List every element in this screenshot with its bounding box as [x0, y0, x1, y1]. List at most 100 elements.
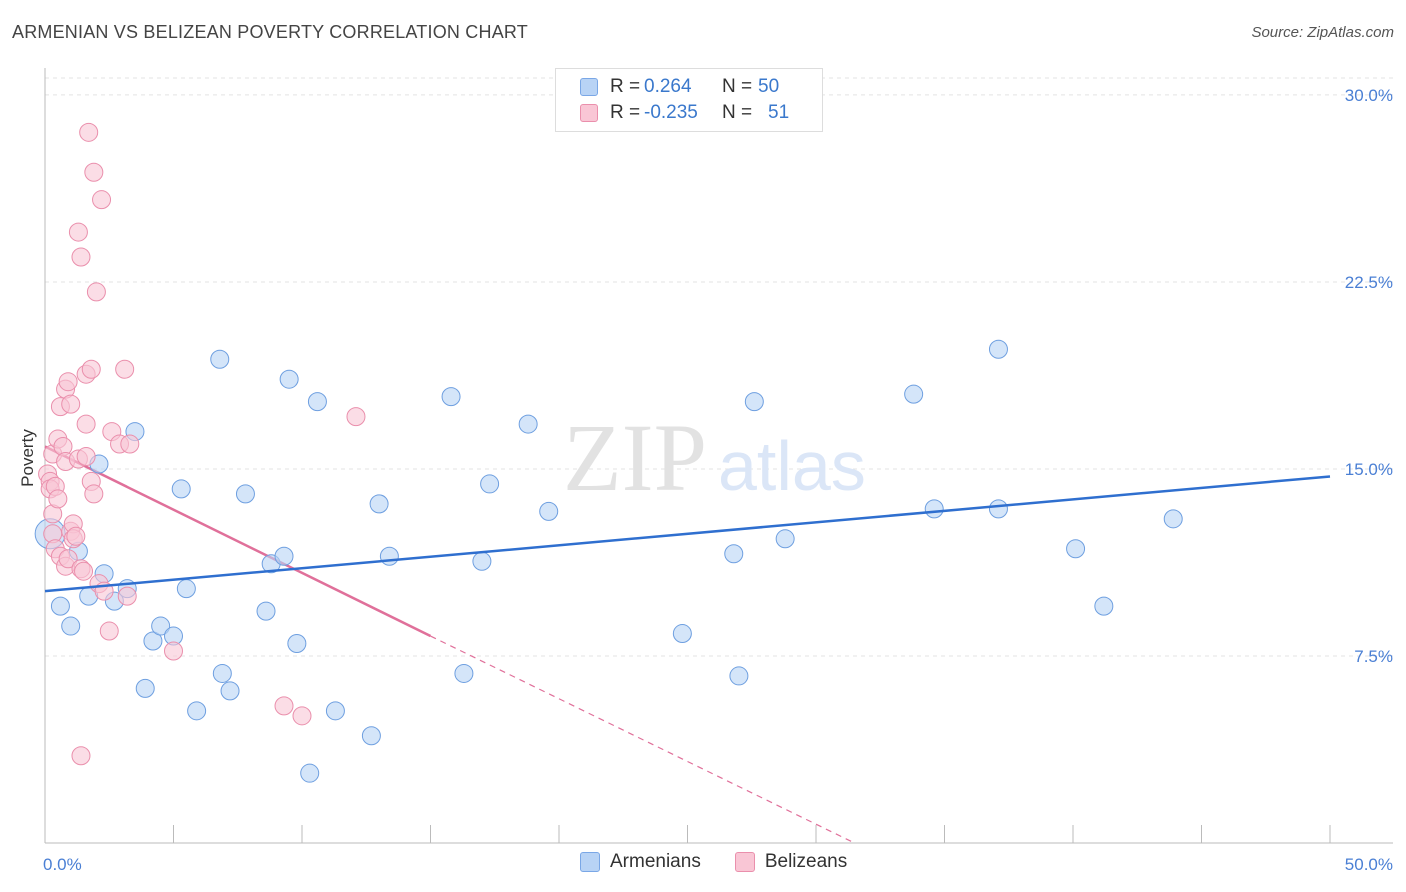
armenians-point — [539, 501, 559, 521]
belizeans-point — [164, 641, 183, 661]
belizeans-swatch — [734, 852, 755, 872]
r-label: R = — [610, 102, 641, 123]
belizeans-point — [86, 282, 106, 302]
series-armenians — [34, 339, 1183, 783]
belizeans-point — [92, 190, 112, 210]
y-tick-label: 15.0% — [1345, 460, 1393, 479]
belizeans-point — [99, 621, 119, 641]
legend-label-armenians: Armenians — [610, 851, 701, 872]
trend-line-armenians — [44, 475, 1331, 593]
belizeans-point — [48, 489, 68, 509]
belizeans-point — [66, 526, 86, 546]
belizeans-point — [84, 484, 104, 504]
belizeans-point — [76, 414, 96, 434]
armenians-point — [325, 701, 345, 721]
armenians-point — [212, 663, 232, 683]
belizeans-swatch — [580, 104, 598, 122]
watermark-atlas: atlas — [718, 427, 866, 505]
legend-label-belizeans: Belizeans — [764, 851, 848, 872]
armenians-point — [220, 681, 240, 701]
grid-lines — [45, 77, 1393, 657]
armenians-trend — [44, 475, 1331, 593]
armenians-point — [151, 616, 171, 636]
armenians-point — [279, 369, 299, 389]
belizeans-point — [68, 222, 88, 242]
armenians-point — [441, 387, 461, 407]
armenians-point — [135, 678, 155, 698]
armenians-point — [50, 596, 70, 616]
armenians-point — [472, 551, 492, 571]
armenians-point — [143, 631, 163, 651]
belizeans-point — [71, 746, 91, 766]
armenians-point — [361, 726, 381, 746]
armenians-point — [480, 474, 500, 494]
watermark-zip: ZIP — [563, 404, 707, 511]
belizeans-point — [84, 162, 104, 182]
armenians-swatch — [580, 78, 598, 96]
y-axis-label: Poverty — [18, 429, 37, 487]
belizeans-point — [120, 434, 140, 454]
y-tick-label: 30.0% — [1345, 86, 1393, 105]
armenians-point — [988, 339, 1008, 359]
armenians-point — [379, 546, 399, 566]
belizeans-point — [274, 696, 294, 716]
armenians-point — [210, 349, 230, 369]
armenians-point — [518, 414, 538, 434]
armenians-point — [256, 601, 276, 621]
armenians-point — [988, 499, 1008, 519]
armenians-swatch — [580, 852, 600, 872]
armenians-point — [744, 392, 764, 412]
r-label: R = — [610, 76, 641, 97]
series-belizeans — [38, 122, 366, 766]
belizeans-point — [58, 372, 78, 392]
armenians-point — [300, 763, 320, 783]
r-value: 0.264 — [644, 76, 692, 97]
n-label: N = — [722, 76, 753, 97]
trend-line-belizeans — [44, 445, 855, 844]
x-tick-label: 0.0% — [43, 855, 82, 874]
y-tick-label: 22.5% — [1345, 273, 1393, 292]
belizeans-point — [81, 359, 101, 379]
series-legend: Armenians Belizeans — [580, 851, 881, 873]
armenians-point — [171, 479, 191, 499]
r-value: -0.235 — [644, 102, 698, 123]
belizeans-point — [71, 247, 91, 267]
chart-title: ARMENIAN VS BELIZEAN POVERTY CORRELATION… — [12, 22, 528, 42]
armenians-point — [454, 663, 474, 683]
belizeans-point — [61, 394, 81, 414]
armenians-point — [1066, 539, 1086, 559]
belizeans-point — [117, 586, 137, 606]
source-credit: Source: ZipAtlas.com — [1251, 24, 1394, 41]
armenians-point — [672, 624, 692, 644]
belizeans-point — [79, 122, 99, 142]
legend-row-belizeans: R = -0.235 N = 51 — [580, 101, 789, 125]
armenians-point — [61, 616, 81, 636]
legend-item-armenians[interactable]: Armenians — [580, 851, 701, 873]
belizeans-trend — [44, 445, 432, 638]
armenians-point — [235, 484, 255, 504]
n-value: 51 — [768, 102, 790, 123]
armenians-point — [307, 392, 327, 412]
n-label: N = — [722, 102, 753, 123]
belizeans-point — [115, 359, 135, 379]
tick-labels: 7.5% 15.0% 22.5% 30.0% 0.0% 50.0% — [43, 86, 1393, 874]
armenians-point — [274, 546, 294, 566]
belizeans-point — [76, 447, 96, 466]
armenians-point — [369, 494, 389, 514]
belizeans-point — [292, 706, 312, 726]
x-tick-label: 50.0% — [1345, 855, 1393, 874]
legend-row-armenians: R = 0.264 N = 50 — [580, 75, 779, 99]
legend-item-belizeans[interactable]: Belizeans — [734, 851, 848, 873]
y-tick-label: 7.5% — [1354, 647, 1393, 666]
armenians-point — [775, 529, 795, 549]
belizeans-point — [346, 407, 366, 427]
armenians-point — [287, 634, 307, 654]
armenians-point — [924, 499, 944, 519]
belizeans-point — [58, 549, 78, 569]
correlation-legend: R = 0.264 N = 50 R = -0.235 N = 51 — [555, 68, 823, 132]
armenians-point — [724, 544, 744, 564]
armenians-point — [176, 579, 196, 599]
armenians-point — [1094, 596, 1114, 616]
armenians-point — [729, 666, 749, 686]
